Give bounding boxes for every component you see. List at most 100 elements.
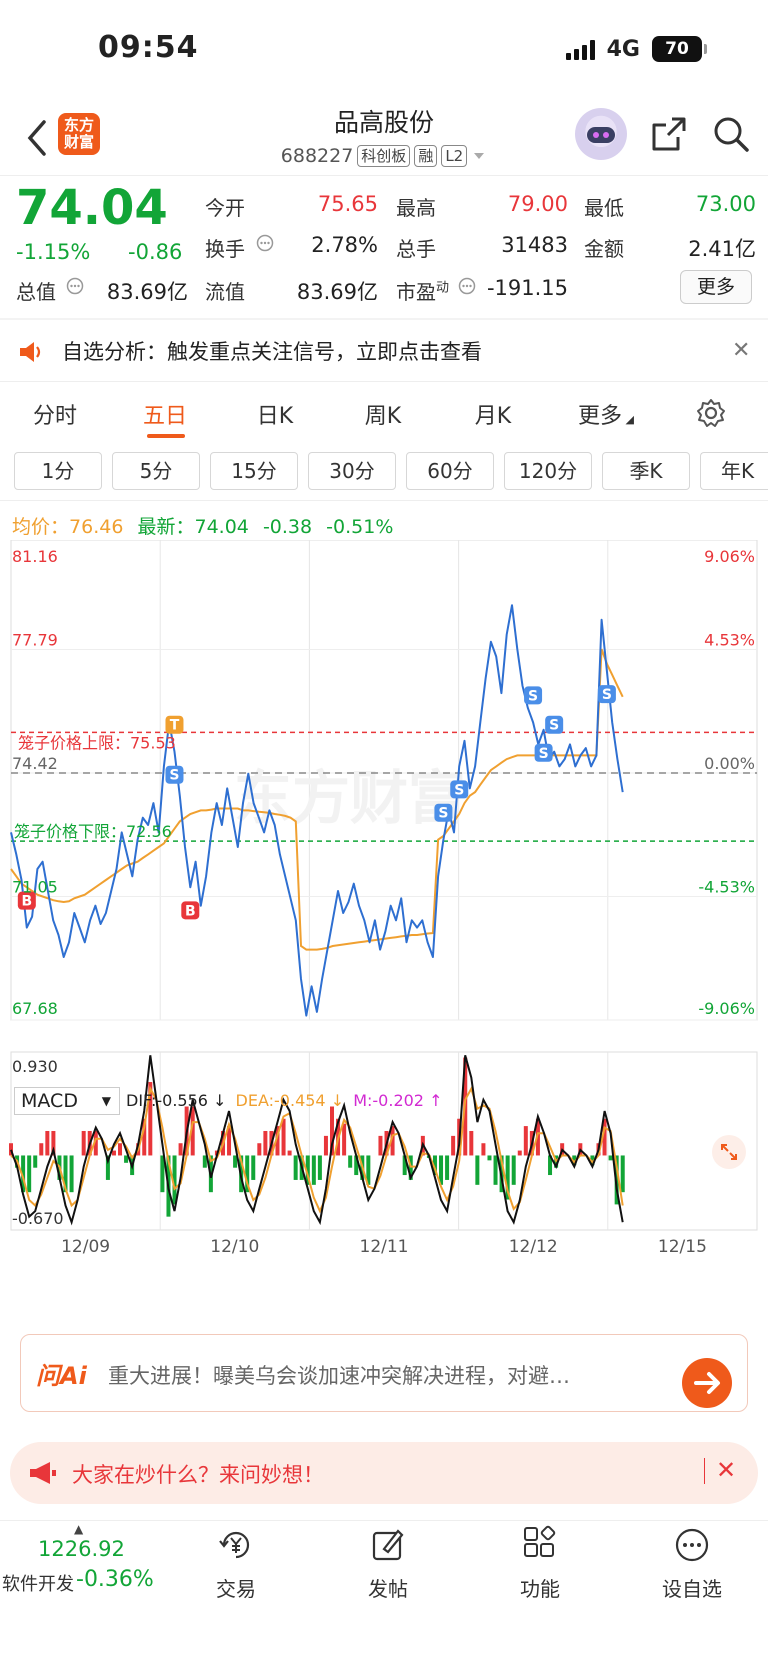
interval-30min[interactable]: 30分	[308, 452, 396, 490]
dif-line	[10, 1055, 624, 1226]
stock-subtitle[interactable]: 688227 科创板 融 L2	[0, 145, 768, 167]
stock-code: 688227	[280, 145, 354, 167]
float-cap-value: 83.69亿	[296, 280, 378, 304]
info-icon[interactable]	[256, 234, 274, 252]
info-icon[interactable]	[458, 277, 476, 295]
macd-histogram-bar	[251, 1155, 256, 1180]
trade-marker	[434, 803, 453, 822]
macd-histogram-bar	[572, 1155, 577, 1166]
nav-trade[interactable]: 交易	[181, 1525, 291, 1602]
macd-histogram-bar	[27, 1155, 32, 1193]
info-icon[interactable]	[66, 277, 84, 295]
macd-histogram-bar	[323, 1135, 328, 1156]
share-icon[interactable]	[650, 115, 688, 153]
index-value[interactable]: 1226.92	[38, 1537, 125, 1561]
macd-histogram-bar	[493, 1155, 498, 1185]
trade-marker-label: S	[528, 688, 538, 704]
more-quote-button[interactable]: 更多	[680, 270, 752, 304]
back-icon[interactable]	[22, 118, 50, 158]
ai-search-box[interactable]	[20, 1334, 748, 1412]
trade-marker	[17, 891, 36, 910]
tab-monthly-k[interactable]: 月K	[474, 404, 512, 429]
macd-histogram-bar	[451, 1135, 456, 1156]
index-name[interactable]: 软件开发	[2, 1574, 74, 1595]
trade-marker	[597, 685, 616, 704]
chevron-down-icon	[474, 153, 485, 159]
alert-text[interactable]: 自选分析：触发重点关注信号，立即点击查看	[62, 340, 482, 364]
battery-icon: 70	[652, 36, 707, 62]
price-line	[10, 604, 624, 1017]
macd-histogram-bar	[517, 1150, 522, 1156]
tab-daily-k[interactable]: 日K	[256, 404, 294, 429]
trade-marker-label: S	[454, 782, 464, 798]
promo-bar[interactable]	[10, 1442, 758, 1504]
macd-histogram-bar	[311, 1155, 316, 1185]
m-value: M:-0.202	[353, 1091, 424, 1110]
promo-text[interactable]: 大家在炒什么？来问妙想！	[72, 1463, 324, 1487]
dif-value: DIF:-0.556	[126, 1091, 208, 1110]
robot-avatar-icon[interactable]	[575, 108, 627, 160]
macd-histogram-bar	[354, 1155, 359, 1176]
expand-icon[interactable]	[712, 1135, 746, 1169]
trade-marker-label: B	[185, 903, 196, 919]
interval-1min[interactable]: 1分	[14, 452, 102, 490]
interval-120min[interactable]: 120分	[504, 452, 592, 490]
avg-value: 76.46	[69, 516, 124, 538]
close-icon[interactable]: ✕	[732, 338, 751, 363]
signal-icon	[565, 38, 595, 60]
trade-marker-label: S	[539, 746, 549, 762]
x-axis-label: 12/15	[658, 1237, 707, 1257]
macd-y-bottom-label: -0.670	[12, 1209, 64, 1228]
macd-histogram-bar	[190, 1106, 195, 1156]
interval-quarter-k[interactable]: 季K	[602, 452, 690, 490]
settings-gear-icon[interactable]	[696, 398, 726, 428]
active-tab-indicator	[147, 434, 185, 438]
macd-histogram-bar	[590, 1155, 595, 1166]
macd-selector[interactable]: MACD ▼	[14, 1087, 120, 1115]
close-icon[interactable]: ✕	[716, 1456, 737, 1484]
grid-icon	[524, 1525, 556, 1557]
status-indicators: 4G 70	[565, 36, 707, 62]
search-icon[interactable]	[712, 115, 750, 153]
x-axis-label: 12/11	[360, 1237, 409, 1257]
ai-news-text[interactable]: 重大进展！曝美乌会谈加速冲突解决进程，对避…	[108, 1364, 570, 1388]
amount-label: 金额	[584, 237, 624, 261]
battery-level: 70	[665, 39, 689, 59]
macd-histogram-bar	[233, 1155, 238, 1168]
macd-histogram-bar	[481, 1143, 486, 1156]
promo-divider	[704, 1458, 705, 1484]
x-axis-label: 12/10	[210, 1237, 259, 1257]
arrow-right-icon[interactable]	[682, 1358, 732, 1408]
interval-5min[interactable]: 5分	[112, 452, 200, 490]
caret-icon: ◢	[622, 413, 634, 426]
interval-15min[interactable]: 15分	[210, 452, 298, 490]
y-axis-right-label: 0.00%	[704, 754, 755, 773]
interval-60min[interactable]: 60分	[406, 452, 494, 490]
y-axis-left-label: 71.05	[12, 878, 58, 897]
nav-add-watchlist-label: 设自选	[662, 1577, 722, 1601]
macd-histogram-bar	[445, 1155, 450, 1180]
macd-histogram-bar	[263, 1130, 268, 1156]
interval-year-k[interactable]: 年K	[700, 452, 768, 490]
nav-functions[interactable]: 功能	[485, 1525, 595, 1602]
x-axis-label: 12/09	[61, 1237, 110, 1257]
change-amount: -0.86	[128, 240, 183, 264]
turnover-value: 2.78%	[311, 233, 378, 257]
tab-more[interactable]: 更多 ◢	[566, 398, 646, 430]
macd-histogram-bar	[608, 1155, 613, 1161]
tab-five-day[interactable]: 五日	[142, 404, 187, 429]
more-dots-icon	[675, 1528, 709, 1562]
nav-add-watchlist[interactable]: 设自选	[637, 1525, 747, 1602]
nav-post[interactable]: 发帖	[333, 1525, 443, 1602]
macd-histogram-bar	[148, 1082, 153, 1156]
tab-more-label: 更多	[578, 404, 623, 429]
macd-histogram-bar	[469, 1130, 474, 1156]
nav-functions-label: 功能	[520, 1577, 560, 1601]
macd-histogram-bar	[51, 1130, 56, 1156]
latest-value: 74.04	[194, 516, 249, 538]
tab-weekly-k[interactable]: 周K	[364, 404, 402, 429]
macd-histogram-bar	[281, 1118, 286, 1156]
latest-label: 最新：	[137, 516, 195, 538]
tab-intraday[interactable]: 分时	[32, 404, 77, 429]
